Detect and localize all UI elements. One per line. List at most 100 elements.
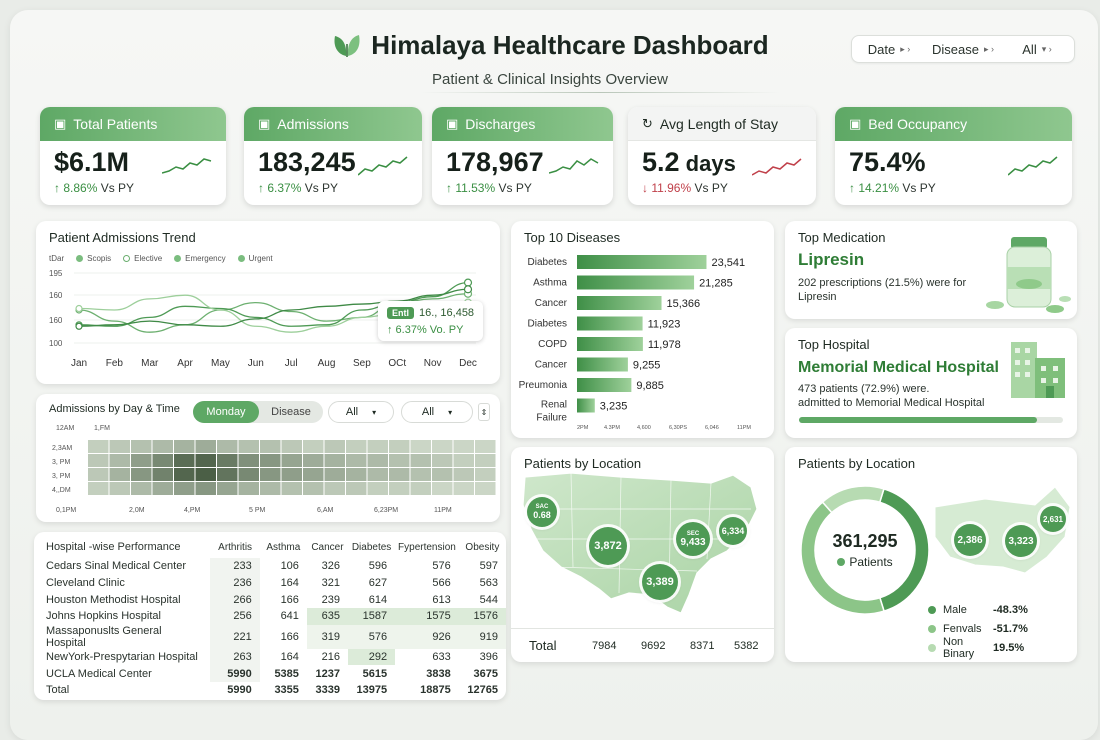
heatmap-chart[interactable]: 12AM 1,FM 2,3AM 3, PM 3, PM 4,,DM 0,1PM 2,0M 4,P… (36, 394, 500, 522)
bar (577, 255, 707, 269)
heatmap-cell (303, 454, 324, 467)
trend-chart[interactable]: 195 160 160 100 Jan Feb Mar Apr May Jun Jul Aug Sep O… (36, 221, 500, 384)
filter-date[interactable]: Date ▸ › (852, 42, 926, 57)
heatmap-cell (453, 482, 474, 495)
table-row[interactable]: NewYork-Prespytarian Hospital 263 164 216 29… (34, 648, 506, 666)
gender-donut-chart[interactable] (785, 447, 1077, 662)
heatmap-cell (475, 454, 496, 467)
column-header[interactable]: Arthritis (218, 541, 253, 553)
bar-value-label: 11,978 (648, 339, 681, 351)
series-point (75, 322, 83, 330)
kpi-card-admissions[interactable]: ▣ Admissions 183,245 ↑ 6.37% Vs PY (244, 107, 422, 205)
subtitle-divider (420, 92, 780, 93)
map-bubble[interactable]: 3,389 (642, 564, 678, 600)
donut-legend-item[interactable]: Non Binary 19.5% (928, 635, 1028, 660)
diseases-bar-chart[interactable]: Diabetes 23,541 Asthma 21,285 Cancer 15,366 Di… (511, 221, 774, 438)
legend-item-elective[interactable]: Elective (123, 254, 162, 263)
column-header[interactable]: Asthma (266, 541, 301, 553)
heatmap-cell (131, 440, 152, 453)
total-cell: 13975 (356, 684, 388, 697)
donut-legend-item[interactable]: Fenvals -51.7% (928, 619, 1028, 638)
table-row[interactable]: Houston Methodist Hospital 266 166 239 614 61… (34, 591, 506, 609)
table-row[interactable]: UCLA Medical Center 5990 5385 1237 5615 3838 3… (34, 665, 506, 683)
column-header[interactable]: Cancer (311, 541, 344, 553)
bubble-label: SAC (535, 504, 549, 510)
kpi-card-bed-occupancy[interactable]: ▣ Bed Occupancy 75.4% ↑ 14.21% Vs PY (835, 107, 1072, 205)
kpi-value-number: $6.1M (54, 147, 130, 177)
kpi-value: 5.2 days (642, 147, 736, 178)
kpi-card-avg-length-of-stay[interactable]: ↻ Avg Length of Stay 5.2 days ↓ 11.96% Vs P… (628, 107, 816, 205)
toggle-disease[interactable]: Disease (271, 406, 311, 418)
kpi-card-discharges[interactable]: ▣ Discharges 178,967 ↑ 11.53% Vs PY (432, 107, 613, 205)
table-header-row: Hospital -wise Performance Arthritis Asthm… (34, 536, 506, 558)
legend-dot (928, 624, 936, 633)
table-cell: 221 (210, 624, 260, 649)
map-bubble[interactable]: SAC 0.68 (527, 497, 557, 527)
heatmap-cell (281, 440, 302, 453)
diseases-title: Top 10 Diseases (524, 230, 621, 245)
map2-bubble[interactable]: 2,631 (1040, 506, 1066, 532)
heatmap-cell (88, 482, 109, 495)
table-row[interactable]: Johns Hopkins Hospital 256 641 635 1587 1575 1… (34, 608, 506, 625)
heatmap-cell (389, 468, 410, 481)
heatmap-sort-button[interactable]: ⇕ (478, 403, 490, 421)
hospital-name-cell: Cedars Sinal Medical Center (46, 560, 187, 573)
chevron-down-icon: ▾ (448, 407, 453, 417)
donut-hole (816, 501, 914, 599)
column-header[interactable]: Diabetes (351, 541, 392, 553)
heatmap-cell (195, 454, 216, 467)
chevron-right-icon: ▸ › (900, 43, 911, 54)
table-row[interactable]: Cleveland Clinic 236 164 321 627 566 563 (34, 574, 506, 592)
table-row[interactable]: Cedars Sinal Medical Center 233 106 326 596 5… (34, 558, 506, 575)
table-cell: 633 (432, 651, 451, 664)
table-cell: 106 (280, 560, 299, 573)
heatmap-cell (453, 454, 474, 467)
legend-item-emergency[interactable]: Emergency (174, 254, 226, 263)
kpi-change-value: ↑ 6.37% (258, 181, 302, 195)
bubble-value: 3,323 (1008, 535, 1034, 547)
pill-bottle-icon (986, 237, 1071, 313)
bar-category-label: Preumonia (519, 380, 568, 391)
map2-bubble[interactable]: 2,386 (954, 524, 986, 556)
heatmap-cell (410, 440, 431, 453)
legend-name: Non Binary (943, 635, 975, 660)
heatmap-cell (324, 454, 345, 467)
kpi-value: $6.1M (54, 147, 129, 178)
sparkline-path (752, 158, 802, 176)
heatmap-cell (260, 482, 281, 495)
heatmap-cell (281, 468, 302, 481)
sparkline (358, 156, 408, 176)
map-bubble[interactable]: 3,872 (589, 527, 627, 565)
heatmap-cell (174, 468, 195, 481)
donut-legend-item[interactable]: Male -48.3% (928, 600, 1028, 619)
toggle-monday[interactable]: Monday (193, 401, 259, 423)
top-medication-card: Top Medication Lipresin 202 prescription… (785, 221, 1077, 319)
filter-all[interactable]: All ▾ › (1000, 42, 1074, 57)
map2-bubble[interactable]: 3,323 (1005, 525, 1037, 557)
table-row[interactable]: Massaponuslts General Hospital 221 166 319 5… (34, 624, 506, 649)
filter-disease[interactable]: Disease ▸ › (926, 42, 1000, 57)
heatmap-cell (389, 454, 410, 467)
filter-all-label: All (1022, 41, 1037, 57)
table-cell: 321 (321, 577, 340, 590)
tooltip-value: 16., 16,458 (419, 307, 475, 319)
heatmap-cell (324, 468, 345, 481)
heatmap-cell (346, 482, 367, 495)
table-cell: 166 (280, 630, 299, 643)
column-header[interactable]: Obesity (465, 541, 500, 553)
medication-title: Top Medication (798, 230, 886, 245)
heatmap-cell (152, 482, 173, 495)
map-bubble[interactable]: SEC 9,433 (676, 522, 710, 556)
heatmap-dropdown-2[interactable]: All ▾ (401, 401, 473, 423)
map-bubble[interactable]: 6,334 (719, 517, 747, 545)
heatmap-cell (367, 440, 388, 453)
column-header[interactable]: Fypertension (398, 541, 456, 553)
legend-item-scopis[interactable]: Scopis (76, 254, 111, 263)
bar-category-label: Cancer (535, 360, 568, 371)
kpi-card-total-patients[interactable]: ▣ Total Patients $6.1M ↑ 8.86% Vs PY (40, 107, 226, 205)
heatmap-dropdown-1[interactable]: All ▾ (328, 401, 394, 423)
legend-item-urgent[interactable]: Urgent (237, 254, 273, 263)
bubble-value: 3,389 (646, 576, 674, 588)
table-cell: 563 (479, 577, 498, 590)
top-diseases-card: Top 10 Diseases Diabetes 23,541 Asthma 21,2… (511, 221, 774, 438)
